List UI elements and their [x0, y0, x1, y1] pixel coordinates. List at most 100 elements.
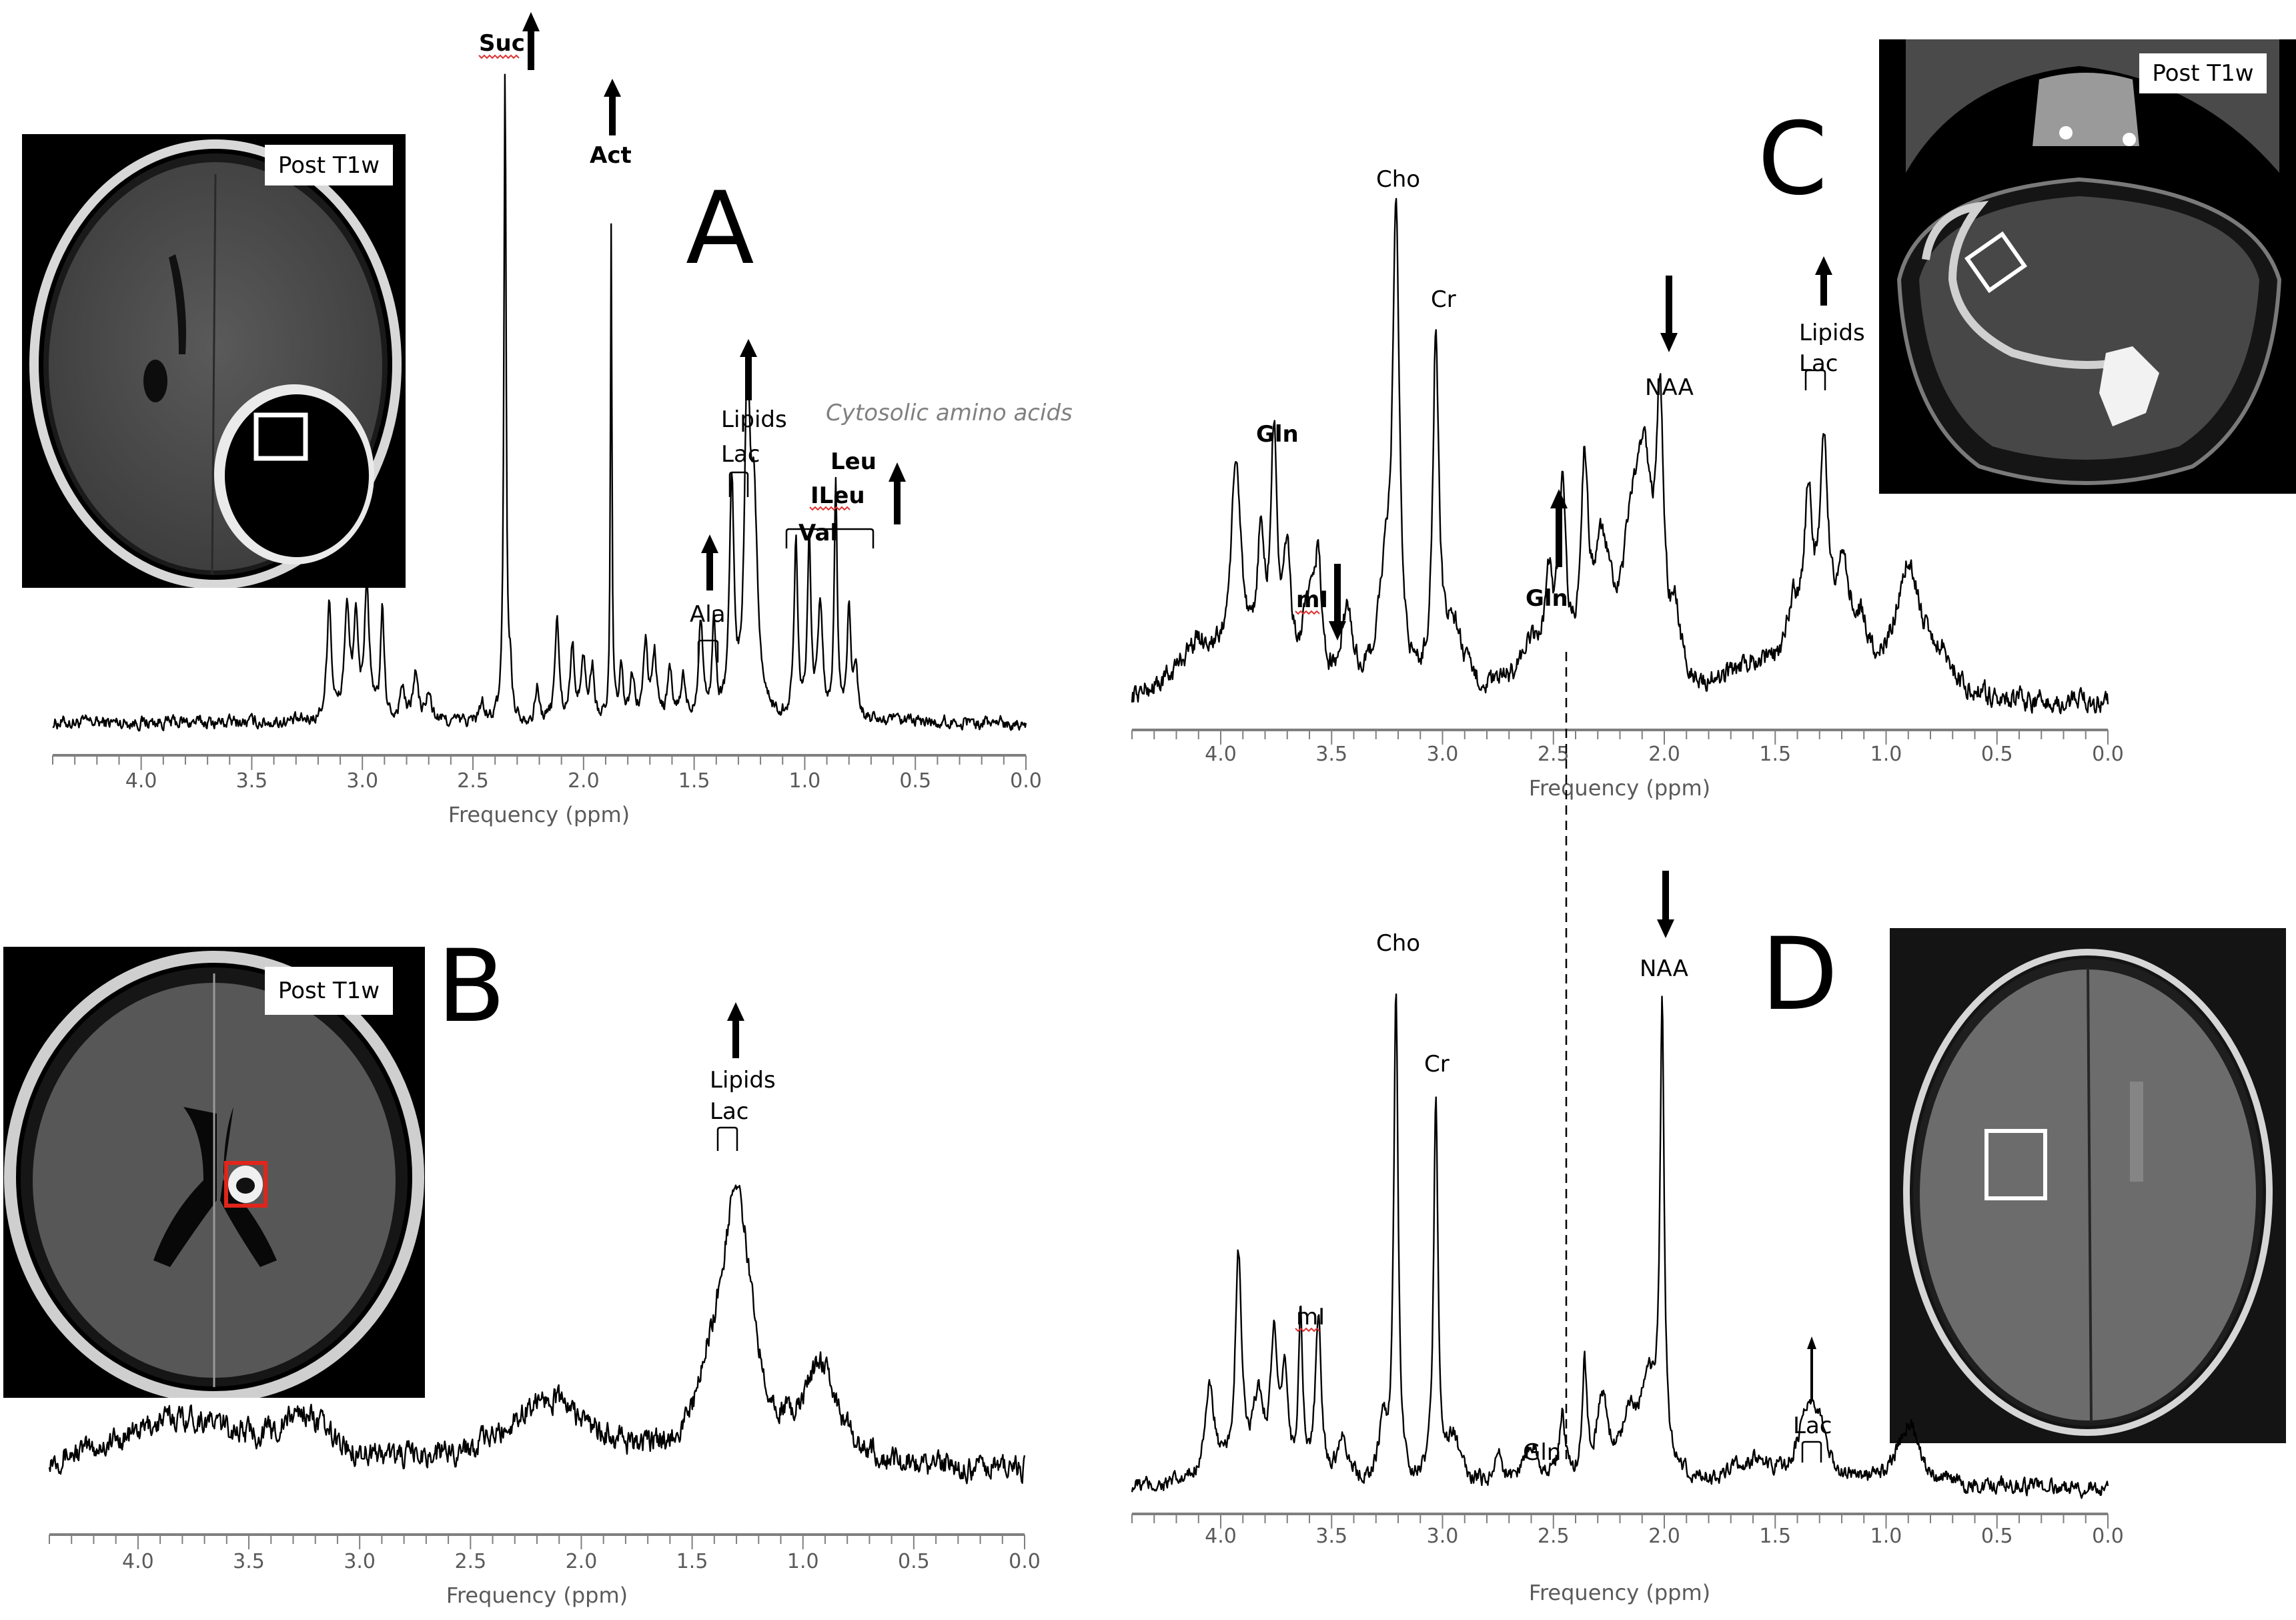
mri-image-c: Post T1w: [1879, 39, 2296, 494]
x-tick-label: 2.5: [457, 769, 489, 793]
x-tick-label: 2.5: [1538, 1525, 1570, 1548]
annotations-a: Suc Act Lipids Lac Cytosolic amino acids…: [478, 12, 1073, 663]
x-tick-label: 2.5: [1538, 743, 1570, 766]
sequence-label-b: Post T1w: [265, 967, 393, 1015]
mri-d-drawing: [1903, 949, 2273, 1436]
x-tick-label: 2.0: [566, 1550, 598, 1573]
arrow-up-icon-ala: [701, 534, 718, 590]
label-cho-d: Cho: [1376, 930, 1420, 957]
label-lac-d: Lac: [1793, 1412, 1832, 1439]
label-lac-a: Lac: [721, 441, 760, 468]
x-tick-label: 2.0: [1648, 743, 1680, 766]
roi-box-c: [1964, 231, 2028, 294]
label-mi-c: mI: [1296, 586, 1328, 613]
x-tick-label: 0.0: [2092, 1525, 2124, 1548]
roi-box-a: [253, 412, 308, 461]
label-naa-c: NAA: [1645, 374, 1694, 401]
x-tick-label: 4.0: [122, 1550, 154, 1573]
x-tick-label: 4.0: [125, 769, 157, 793]
mri-image-d: [1890, 928, 2286, 1443]
x-tick-label: 3.5: [233, 1550, 265, 1573]
label-ileu: ILeu: [810, 482, 865, 509]
label-naa-d: NAA: [1640, 955, 1688, 982]
spectrum-chart-d: 4.0 3.5 3.0 2.5 2.0 1.5 1.0 0.5 0.0 Frequency (pp…: [1131, 993, 2124, 1605]
label-gln-d: Gln: [1523, 1439, 1561, 1466]
arrow-up-icon-lipids-a: [740, 339, 757, 400]
mri-a-drawing: [29, 139, 402, 588]
x-tick-label: 3.0: [344, 1550, 376, 1573]
label-cr-c: Cr: [1431, 286, 1456, 313]
x-tick-label: 1.0: [1870, 1525, 1902, 1548]
x-tick-label: 0.5: [1981, 743, 2013, 766]
spellcheck-underline-mi-d: [1295, 1327, 1320, 1332]
mri-b-drawing: [4, 951, 424, 1398]
spectrum-chart-c: 4.0 3.5 3.0 2.5 2.0 1.5 1.0 0.5 0.0 Frequency (pp…: [1131, 197, 2124, 801]
panel-letter-d: D: [1761, 917, 1838, 1033]
x-tick-label: 1.0: [1870, 743, 1902, 766]
arrow-up-icon-gln-c: [1550, 489, 1568, 567]
x-tick-label: 3.0: [1427, 743, 1459, 766]
arrow-up-icon-lipids-b: [727, 1002, 744, 1058]
label-cytosolic-amino-acids: Cytosolic amino acids: [826, 400, 1073, 426]
label-act: Act: [590, 142, 632, 169]
x-tick-label: 2.0: [1648, 1525, 1680, 1548]
annotations-c: Gln mI Cho Cr Gln NAA Lipids Lac: [1256, 166, 1865, 641]
bracket-lac-d: [1801, 1441, 1822, 1463]
spellcheck-underline-suc: [478, 54, 520, 59]
label-gln-c-1: Gln: [1256, 421, 1299, 448]
label-suc: Suc: [479, 30, 525, 57]
sequence-label-c: Post T1w: [2139, 53, 2267, 93]
spellcheck-underline-ileu: [809, 506, 850, 511]
label-lipids-a: Lipids: [721, 406, 787, 433]
bracket-lac-b: [716, 1126, 738, 1151]
x-axis-title-a: Frequency (ppm): [448, 802, 630, 827]
x-tick-label: 0.0: [1009, 1550, 1041, 1573]
spectrum-chart-b: 4.0 3.5 3.0 2.5 2.0 1.5 1.0 0.5 0.0 Frequency (pp…: [48, 1184, 1041, 1608]
x-tick-label: 2.0: [568, 769, 600, 793]
spellcheck-underline-mi-c: [1295, 610, 1320, 615]
spectrum-line-d: [1131, 993, 2109, 1499]
x-tick-label: 3.5: [1315, 1525, 1347, 1548]
label-leu: Leu: [830, 448, 877, 475]
x-tick-label: 0.0: [1010, 769, 1042, 793]
arrow-up-icon-act: [604, 79, 621, 135]
x-tick-label: 1.5: [678, 769, 710, 793]
label-lac-b: Lac: [710, 1098, 748, 1125]
mri-c-drawing: [1896, 39, 2282, 485]
label-lipids-b: Lipids: [710, 1067, 776, 1094]
spectrum-line-b: [48, 1184, 1026, 1485]
x-tick-label: 0.5: [1981, 1525, 2013, 1548]
label-mi-d: mI: [1296, 1304, 1325, 1330]
panel-letter-c: C: [1758, 101, 1828, 218]
x-tick-label: 3.0: [1427, 1525, 1459, 1548]
arrow-down-icon-naa-d: [1657, 871, 1674, 938]
x-tick-label: 0.0: [2092, 743, 2124, 766]
x-tick-label: 2.5: [454, 1550, 486, 1573]
bracket-ala: [697, 639, 719, 663]
label-cr-d: Cr: [1424, 1051, 1450, 1078]
label-ala: Ala: [690, 601, 726, 628]
annotations-d: mI Cho Cr Gln NAA Lac: [1295, 871, 1832, 1466]
x-tick-label: 0.5: [899, 769, 931, 793]
roi-box-d: [1984, 1129, 2047, 1200]
mri-image-a: Post T1w: [22, 134, 406, 588]
label-gln-c-2: Gln: [1526, 585, 1568, 612]
x-tick-label: 1.0: [789, 769, 821, 793]
roi-box-b: [224, 1161, 267, 1208]
label-val: Val: [798, 520, 838, 546]
panel-letter-b: B: [437, 929, 506, 1045]
spectrum-line-c: [1131, 197, 2109, 715]
mri-image-b: Post T1w: [3, 947, 425, 1398]
label-lipids-c: Lipids: [1799, 320, 1865, 346]
arrow-down-icon-mi-c: [1329, 564, 1346, 641]
arrow-up-icon-lac-d: [1807, 1336, 1816, 1401]
x-tick-label: 4.0: [1205, 1525, 1237, 1548]
arrow-down-icon-naa-c: [1660, 276, 1678, 352]
x-tick-label: 1.0: [787, 1550, 819, 1573]
label-cho-c: Cho: [1376, 166, 1420, 193]
x-tick-label: 4.0: [1205, 743, 1237, 766]
sequence-label-a: Post T1w: [265, 145, 393, 185]
x-tick-label: 3.0: [346, 769, 378, 793]
